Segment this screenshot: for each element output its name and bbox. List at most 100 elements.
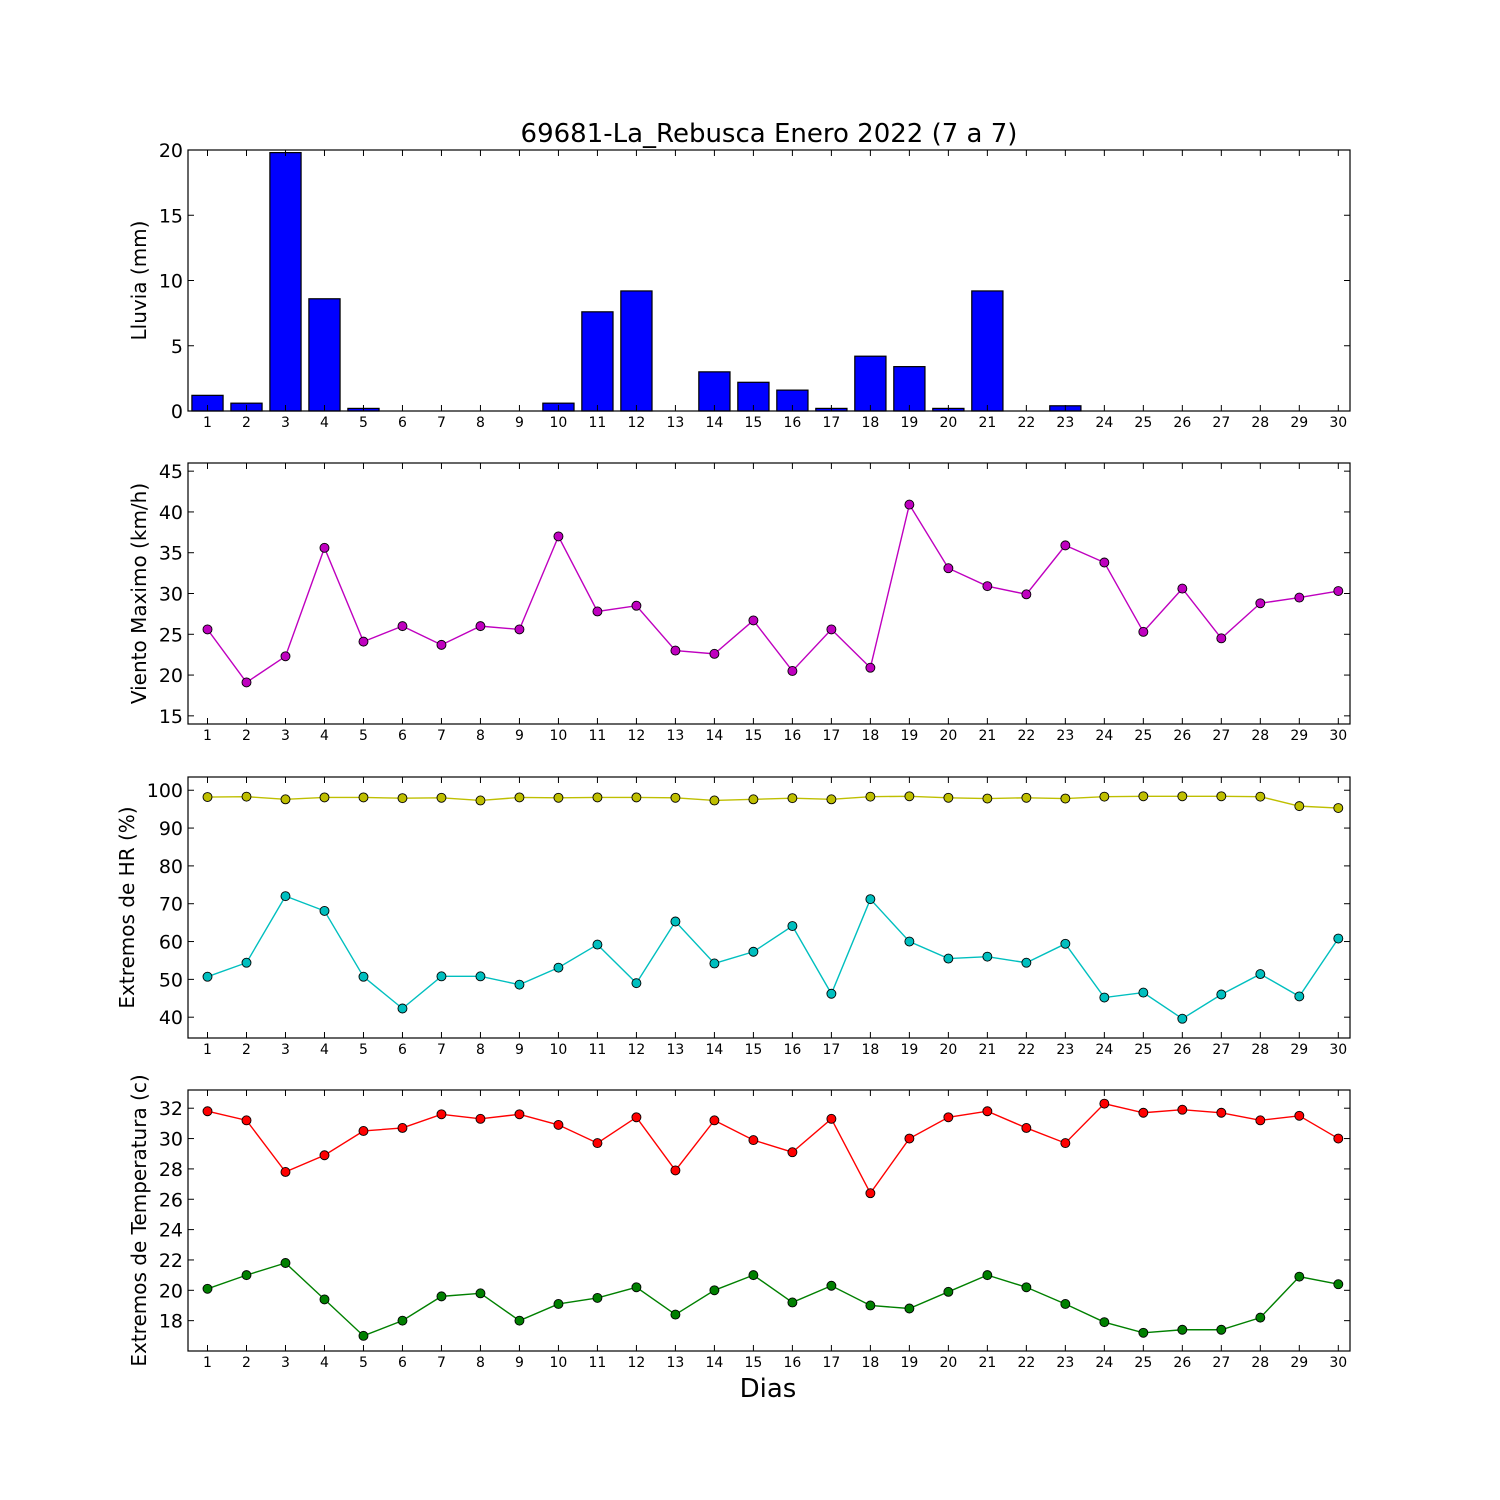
x-tick-label: 8 [476,415,485,431]
point-series-2-day-11 [592,939,603,950]
y-tick-label: 45 [159,461,183,483]
x-tick-label: 20 [939,415,957,431]
point-series-1-day-12 [631,792,642,803]
x-tick-label: 15 [744,1355,762,1371]
point-series-1-day-1 [202,792,213,802]
x-tick-label: 20 [939,1042,957,1058]
y-axis-label: Viento Maximo (km/h) [127,483,151,704]
y-tick-label: 50 [159,969,183,991]
point-series-1-day-19 [904,1133,915,1144]
x-tick-label: 22 [1017,415,1035,431]
point-series-2-day-5 [358,1330,369,1341]
x-tick-label: 14 [705,1355,723,1371]
point-series-1-day-18 [865,662,876,673]
x-tick-label: 25 [1134,1355,1152,1371]
point-series-1-day-29 [1294,1110,1305,1121]
point-series-1-day-8 [475,795,486,806]
x-tick-label: 9 [515,728,524,744]
x-tick-label: 7 [437,1355,446,1371]
point-series-1-day-12 [631,600,642,611]
point-series-1-day-5 [358,636,369,647]
x-tick-label: 10 [550,728,568,744]
series-line-1 [207,1102,1339,1195]
point-series-1-day-5 [358,1126,369,1136]
x-tick-label: 2 [242,1042,251,1058]
x-tick-label: 9 [515,415,524,431]
point-series-1-day-13 [670,645,681,656]
x-tick-label: 17 [822,1355,840,1371]
y-tick-label: 20 [159,665,183,687]
point-series-1-day-16 [787,1147,798,1158]
point-series-1-day-11 [592,1138,603,1149]
x-tick-label: 6 [398,1355,407,1371]
point-series-2-day-18 [865,894,876,905]
point-series-1-day-7 [436,1109,447,1120]
y-tick-label: 35 [159,543,183,565]
x-tick-label: 28 [1251,1355,1269,1371]
point-series-1-day-24 [1099,1098,1110,1109]
point-series-1-day-20 [943,792,954,803]
y-axis-label: Extremos de HR (%) [115,806,139,1008]
point-series-1-day-18 [865,791,876,802]
x-tick-label: 4 [320,728,329,744]
point-series-1-day-4 [319,792,330,803]
x-tick-label: 22 [1017,1355,1035,1371]
point-series-1-day-1 [202,624,213,635]
x-tick-label: 18 [861,1355,879,1371]
series-line-1 [207,795,1339,809]
point-series-1-day-22 [1021,589,1032,600]
point-series-1-day-12 [631,1112,642,1123]
point-series-2-day-10 [553,962,564,973]
point-series-1-day-26 [1177,1104,1188,1115]
bar-day-4 [308,298,341,412]
x-tick-label: 13 [667,1042,685,1058]
y-tick-label: 32 [159,1098,183,1120]
x-tick-label: 3 [281,415,290,431]
point-series-2-day-11 [592,1292,603,1303]
x-axis-label: Dias [740,1374,797,1404]
point-series-2-day-4 [319,905,330,916]
x-tick-label: 8 [476,1355,485,1371]
point-series-1-day-4 [319,542,330,553]
point-series-2-day-27 [1216,1324,1227,1335]
point-series-2-day-30 [1333,1279,1344,1290]
x-tick-label: 15 [744,1042,762,1058]
x-tick-label: 10 [550,1042,568,1058]
y-tick-label: 28 [159,1159,183,1181]
x-tick-label: 3 [281,1355,290,1371]
x-tick-label: 17 [822,415,840,431]
x-tick-label: 26 [1173,415,1191,431]
point-series-1-day-25 [1138,626,1149,637]
x-tick-label: 9 [515,1042,524,1058]
y-tick-label: 22 [159,1250,183,1272]
point-series-1-day-14 [709,1115,720,1126]
x-tick-label: 12 [628,1355,646,1371]
x-tick-label: 5 [359,415,368,431]
bar-day-14 [698,371,731,412]
point-series-2-day-14 [709,1285,720,1296]
point-series-1-day-19 [904,499,915,510]
y-tick-label: 25 [159,624,183,646]
x-tick-label: 25 [1134,1042,1152,1058]
x-tick-label: 21 [978,1042,996,1058]
x-tick-label: 28 [1251,1042,1269,1058]
point-series-1-day-3 [280,651,291,662]
point-series-2-day-29 [1294,991,1305,1002]
x-tick-label: 14 [705,415,723,431]
x-tick-label: 20 [939,1355,957,1371]
point-series-1-day-18 [865,1188,876,1199]
point-series-1-day-7 [436,792,447,803]
x-tick-label: 7 [437,415,446,431]
point-series-1-day-1 [202,1106,213,1117]
point-series-2-day-23 [1060,1299,1071,1309]
point-series-2-day-23 [1060,938,1071,949]
series-line-2 [207,895,1339,1020]
x-tick-label: 11 [589,1042,607,1058]
point-series-1-day-27 [1216,791,1227,802]
point-series-2-day-29 [1294,1271,1305,1282]
point-series-1-day-19 [904,791,915,802]
y-tick-label: 70 [159,894,183,916]
x-tick-label: 1 [203,728,212,744]
